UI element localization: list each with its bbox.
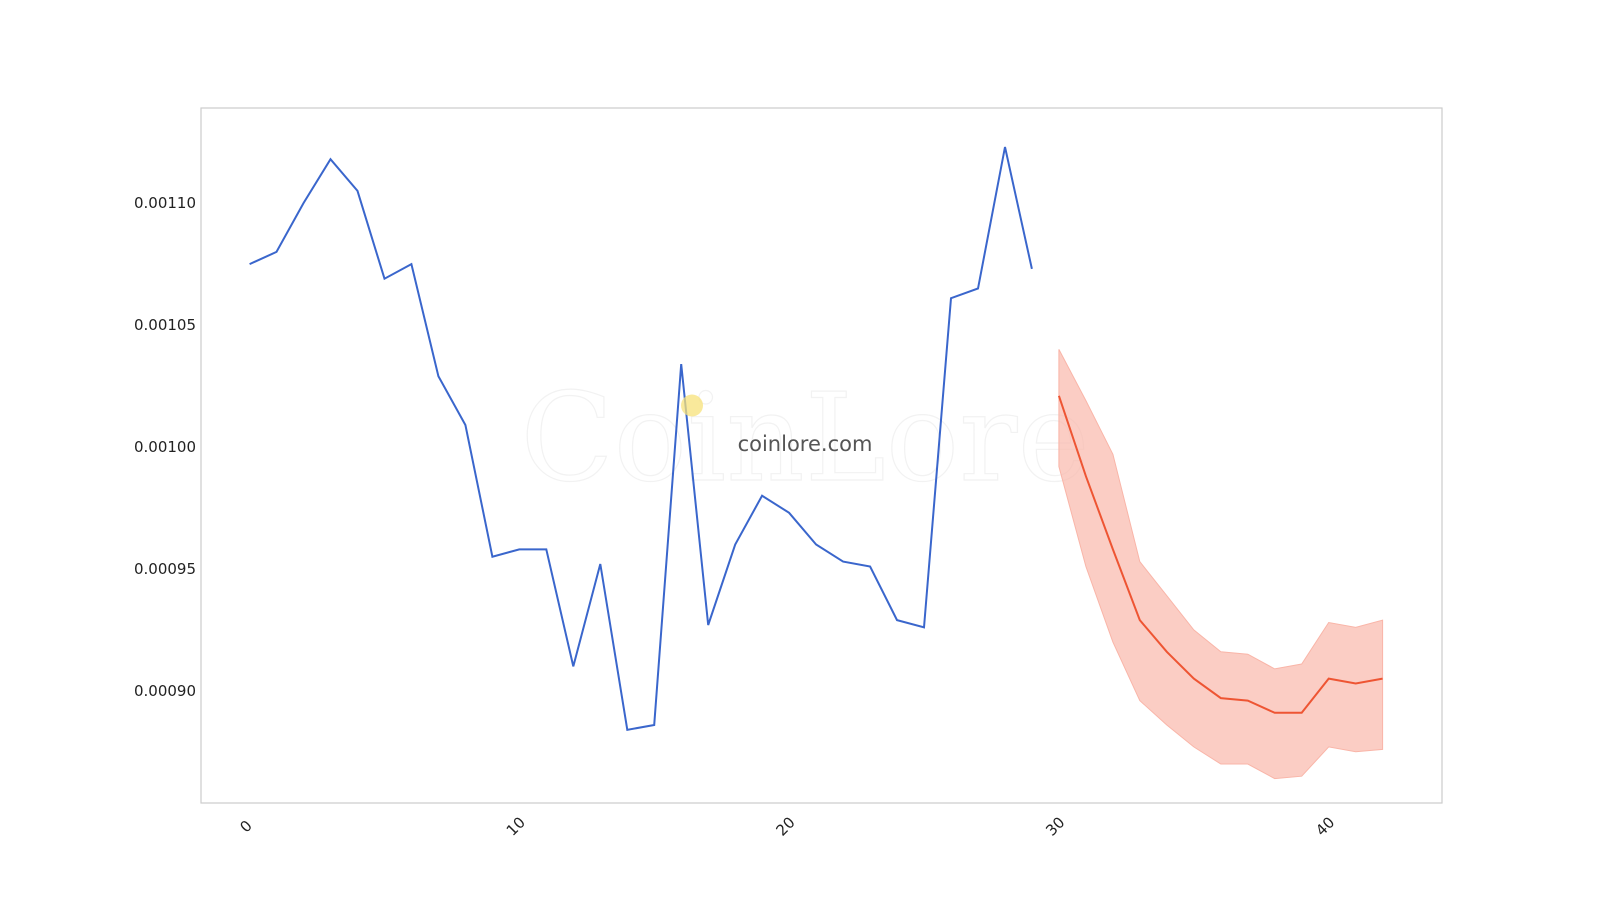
watermark-logo: CoinLore: [520, 367, 1089, 509]
watermark: CoinLore coinlore.com: [520, 366, 1091, 509]
marker-layer: [681, 394, 704, 417]
x-tick-label: 10: [503, 813, 529, 839]
history-series-line: [249, 146, 1033, 731]
y-axis-ticks: 0.00090 0.00095 0.00100 0.00105 0.00110: [134, 194, 196, 700]
series-layer: [249, 146, 1383, 731]
y-tick-label: 0.00095: [134, 560, 196, 578]
x-tick-label: 0: [236, 817, 255, 836]
y-tick-label: 0.00105: [134, 316, 196, 334]
y-tick-label: 0.00110: [134, 194, 196, 212]
plot-frame: [200, 107, 1443, 804]
y-tick-label: 0.00100: [134, 438, 196, 456]
forecast-confidence-band: [1058, 349, 1384, 780]
x-tick-label: 40: [1312, 813, 1338, 839]
watermark-site-text: coinlore.com: [738, 432, 873, 456]
forecast-band-layer: [1058, 349, 1384, 780]
y-tick-label: 0.00090: [134, 682, 196, 700]
x-axis-ticks: 0 10 20 30 40: [236, 813, 1338, 839]
highlight-dot: [681, 394, 704, 417]
forecast-series-line: [1057, 395, 1383, 714]
x-tick-label: 30: [1042, 813, 1068, 839]
x-tick-label: 20: [772, 813, 798, 839]
